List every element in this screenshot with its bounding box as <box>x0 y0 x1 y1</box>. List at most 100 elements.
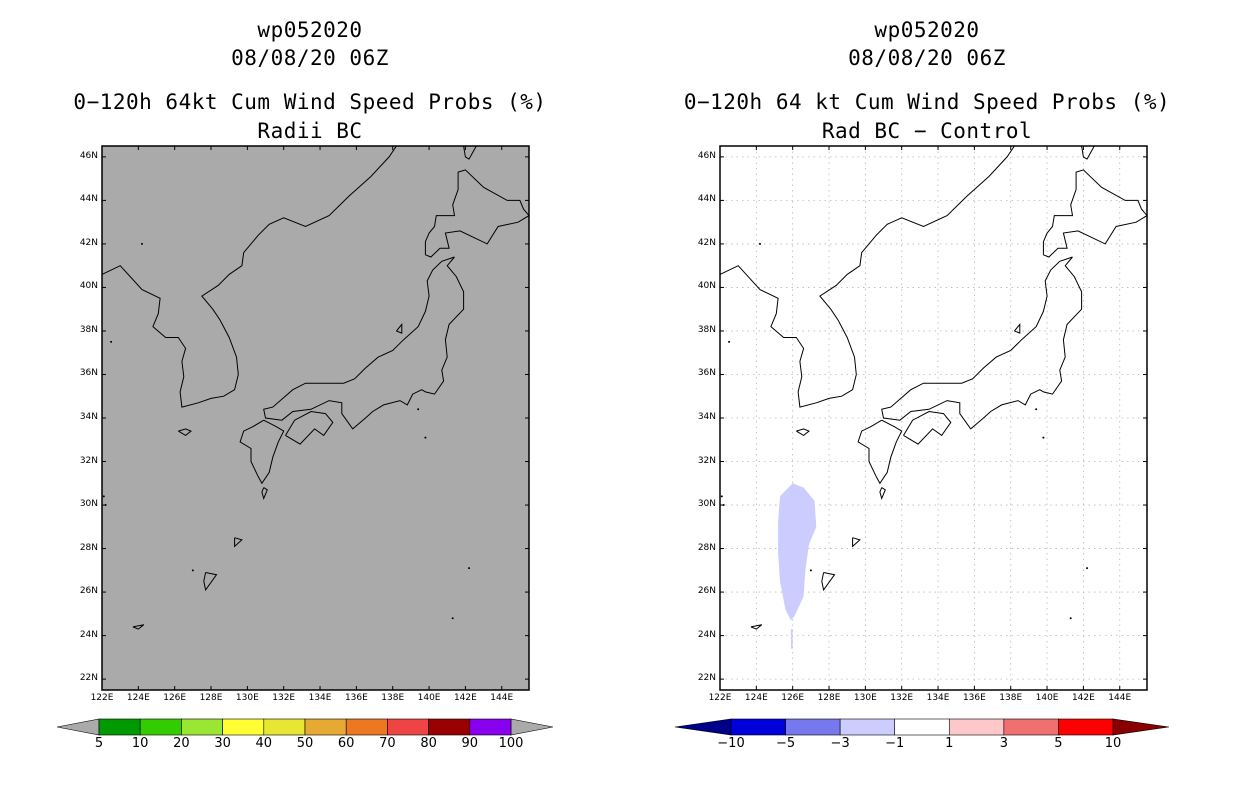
lat-label: 42N <box>697 237 716 248</box>
lon-label: 136E <box>344 693 368 703</box>
lon-label: 126E <box>781 693 805 703</box>
left-datetime: 08/08/20 06Z <box>231 46 389 70</box>
coastline-honshu <box>881 256 1083 430</box>
colorbar-label: 90 <box>461 736 479 751</box>
colorbar-label: −1 <box>885 736 905 751</box>
left-storm-id: wp052020 <box>257 18 363 42</box>
coastline-mainland <box>101 145 397 408</box>
coastline-kyushu <box>857 419 903 485</box>
island-dot <box>758 242 761 245</box>
lon-label: 128E <box>199 693 223 703</box>
lat-label: 38N <box>79 324 98 335</box>
left-subtitle: Radii BC <box>257 119 363 143</box>
difference-shading-spot <box>790 629 793 649</box>
island-dot <box>140 242 143 245</box>
colorbar-label: 10 <box>131 736 149 751</box>
lat-label: 22N <box>697 673 716 684</box>
colorbar-segment <box>730 718 786 736</box>
island-dot <box>1035 408 1038 411</box>
lat-label: 40N <box>79 281 98 292</box>
island-dot <box>417 408 420 411</box>
lon-label: 134E <box>926 693 950 703</box>
lon-label: 144E <box>1108 693 1132 703</box>
coastline-yaeyama <box>750 624 763 630</box>
lon-label: 140E <box>417 693 441 703</box>
lon-label: 130E <box>853 693 877 703</box>
lat-label: 28N <box>79 542 98 553</box>
lon-label: 122E <box>708 693 732 703</box>
island-dot <box>1086 567 1089 570</box>
island-dot <box>1069 617 1072 620</box>
coastline-kyushu <box>239 419 285 485</box>
lat-label: 30N <box>79 499 98 510</box>
lat-label: 46N <box>697 150 716 161</box>
coastline-sakhalin <box>463 145 477 160</box>
colorbar-label: 60 <box>337 736 355 751</box>
lat-label: 40N <box>697 281 716 292</box>
colorbar-segment <box>839 718 896 736</box>
coastline-tanegashima <box>261 487 268 501</box>
colorbar-label: 30 <box>214 736 231 751</box>
colorbar-label: 5 <box>94 736 104 751</box>
coastline-honshu <box>263 256 465 430</box>
lat-label: 22N <box>79 673 98 684</box>
island-dot <box>102 495 105 498</box>
island-dot <box>451 617 454 620</box>
coastline-shikoku <box>285 410 334 445</box>
colorbar-segment <box>894 718 950 736</box>
colorbar-label: 20 <box>173 736 190 751</box>
lon-label: 136E <box>962 693 986 703</box>
left-map-frame <box>101 145 530 691</box>
colorbar-label: 40 <box>255 736 273 751</box>
lon-label: 134E <box>308 693 332 703</box>
lat-label: 26N <box>697 586 716 597</box>
difference-shading-area <box>778 483 817 621</box>
right-product-title: 0−120h 64 kt Cum Wind Speed Probs (%) <box>683 90 1171 114</box>
lon-label: 132E <box>890 693 914 703</box>
coastline-sado <box>1014 322 1021 334</box>
lat-label: 46N <box>79 150 98 161</box>
lat-label: 24N <box>697 629 716 640</box>
coastline-jeju <box>178 428 192 437</box>
lat-label: 28N <box>697 542 716 553</box>
lat-label: 32N <box>79 455 98 466</box>
right-storm-id: wp052020 <box>874 18 980 42</box>
coastline-okinawa <box>821 572 836 592</box>
island-dot <box>424 436 427 439</box>
colorbar-label: −5 <box>775 736 796 751</box>
lon-label: 132E <box>272 693 296 703</box>
coastline-amami <box>234 537 243 548</box>
island-dot <box>468 567 471 570</box>
lon-label: 144E <box>490 693 514 703</box>
colorbar-label: 3 <box>999 736 1008 751</box>
lon-label: 128E <box>817 693 841 703</box>
colorbar-segment <box>469 718 512 736</box>
colorbar-segment <box>1003 718 1059 736</box>
island-dot <box>809 569 812 572</box>
colorbar-label: 80 <box>420 736 437 751</box>
coastline-shikoku <box>903 410 952 445</box>
coastline-yaeyama <box>132 624 145 630</box>
left-product-title: 0−120h 64kt Cum Wind Speed Probs (%) <box>73 90 547 114</box>
lon-label: 142E <box>453 693 477 703</box>
colorbar-label: 10 <box>1104 736 1122 751</box>
right-subtitle: Rad BC − Control <box>821 119 1033 143</box>
lon-label: 130E <box>235 693 259 703</box>
lat-label: 38N <box>697 324 716 335</box>
island-dot <box>191 569 194 572</box>
lat-label: 42N <box>79 237 98 248</box>
island-dot <box>110 340 113 343</box>
colorbar-label: 5 <box>1054 736 1063 751</box>
lon-label: 140E <box>1035 693 1059 703</box>
lat-label: 36N <box>79 368 98 379</box>
coastline-mainland <box>719 145 1015 408</box>
left-map-background <box>102 146 529 690</box>
lon-label: 124E <box>126 693 150 703</box>
colorbar-segment <box>948 718 1005 736</box>
coastline-amami <box>852 537 861 548</box>
lat-label: 34N <box>697 412 716 422</box>
colorbar-segment <box>785 718 841 736</box>
colorbar-label: 100 <box>498 736 524 751</box>
